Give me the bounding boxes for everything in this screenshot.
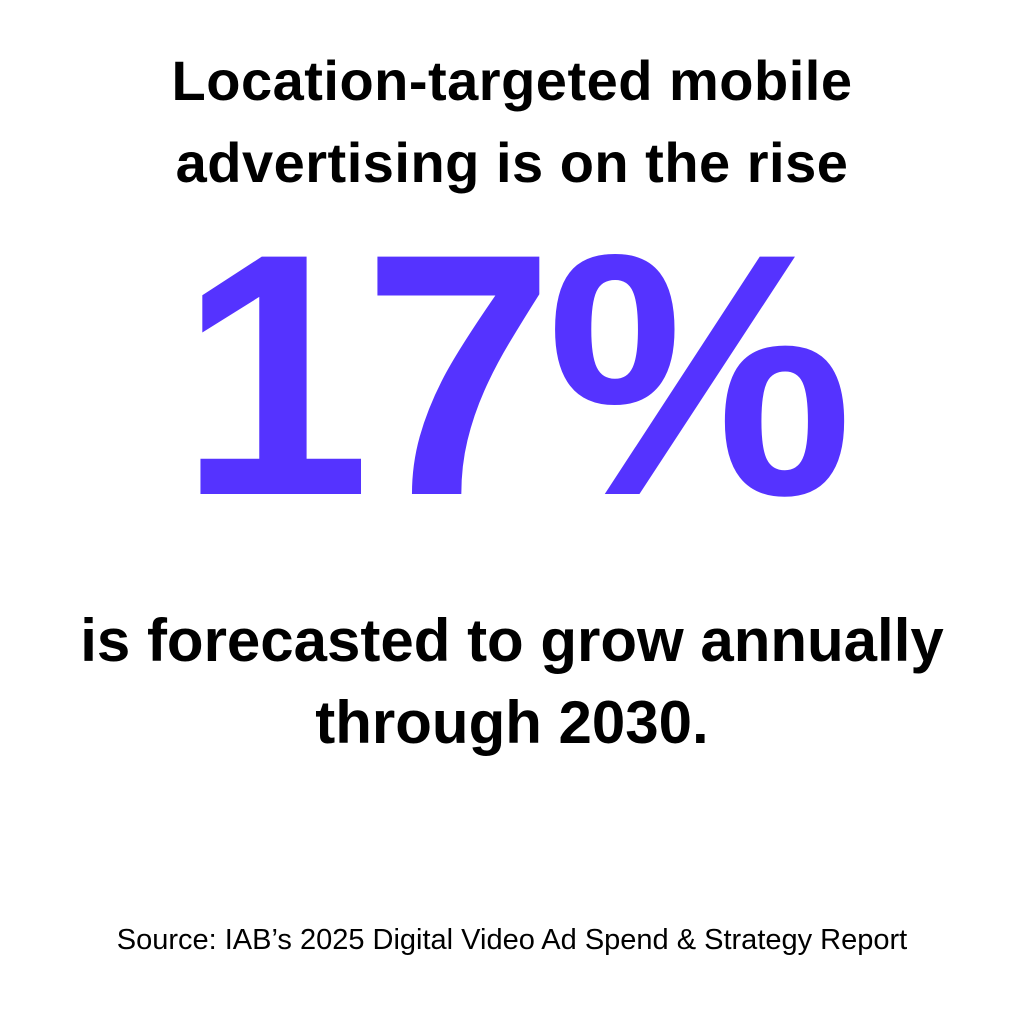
description-line-2: through 2030. bbox=[315, 689, 709, 756]
headline-line-1: Location-targeted mobile bbox=[171, 49, 853, 112]
stat-value: 17% bbox=[178, 183, 854, 568]
headline: Location-targeted mobile advertising is … bbox=[0, 40, 1024, 204]
description-line-1: is forecasted to grow annually bbox=[80, 607, 944, 674]
source-citation: Source: IAB’s 2025 Digital Video Ad Spen… bbox=[116, 924, 908, 956]
headline-line-2: advertising is on the rise bbox=[175, 131, 849, 194]
stat-description: is forecasted to grow annually through 2… bbox=[0, 600, 1024, 764]
